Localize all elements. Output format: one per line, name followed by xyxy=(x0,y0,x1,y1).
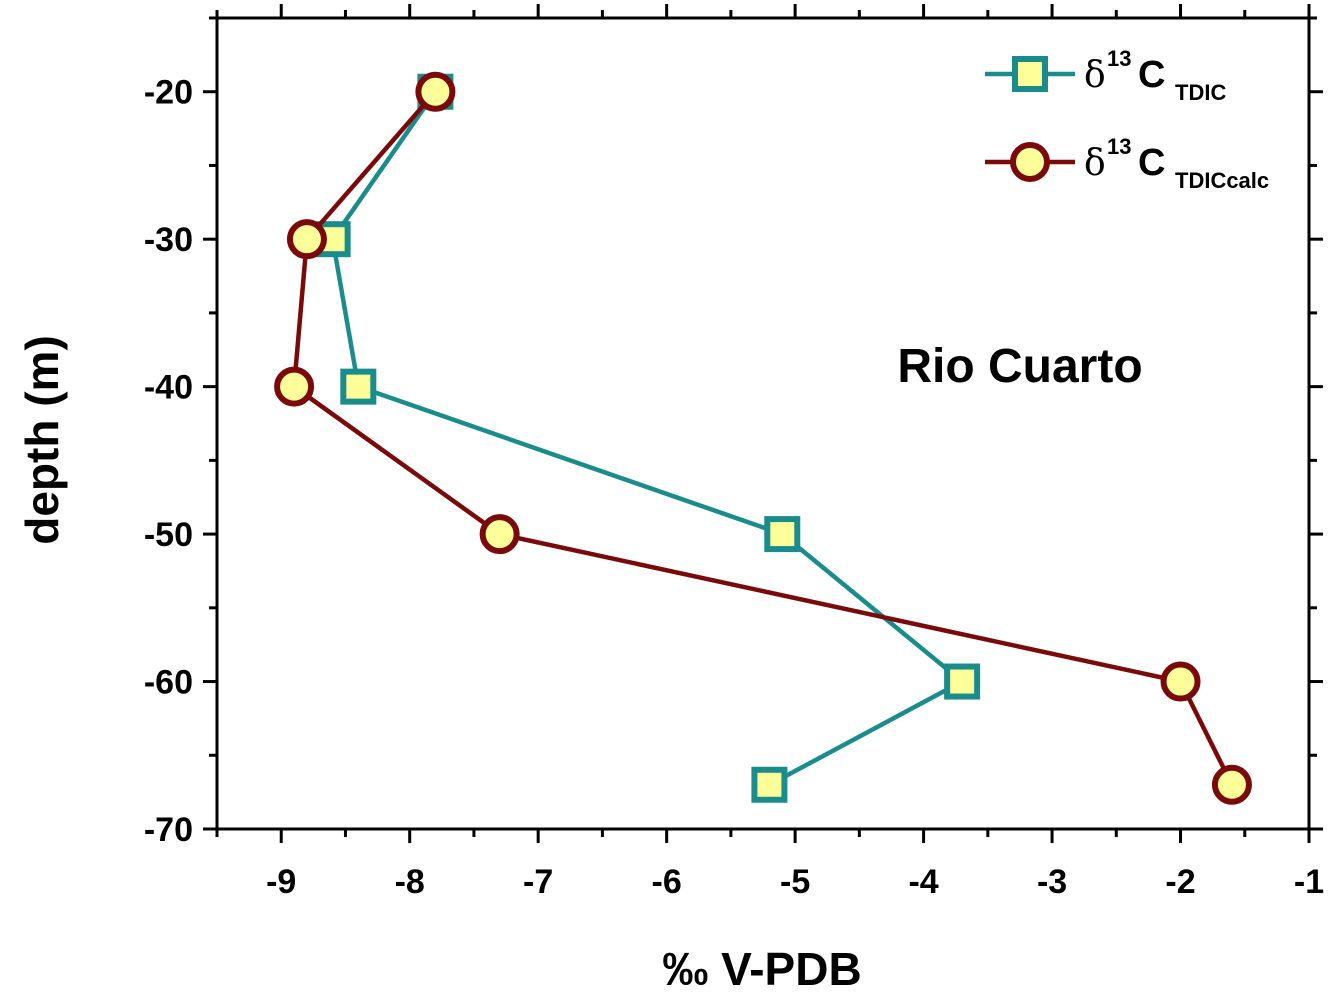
y-tick-label: -60 xyxy=(144,664,193,702)
square-marker xyxy=(340,368,377,405)
circle-marker xyxy=(274,366,315,407)
circle-marker xyxy=(415,71,456,112)
y-tick-label: -50 xyxy=(144,516,193,554)
site-annotation: Rio Cuarto xyxy=(897,340,1142,393)
series-line-0 xyxy=(330,90,965,787)
legend-label: C xyxy=(1138,54,1165,96)
x-tick-label: -5 xyxy=(780,863,810,901)
y-tick-label: -40 xyxy=(144,369,193,407)
y-tick-label: -20 xyxy=(144,74,193,112)
x-axis-title: ‰ V-PDB xyxy=(662,943,861,992)
y-tick-label: -30 xyxy=(144,221,193,259)
x-tick-label: -8 xyxy=(395,863,425,901)
square-marker xyxy=(764,516,801,553)
circle-marker xyxy=(1211,764,1252,805)
legend-delta: δ xyxy=(1084,143,1106,184)
x-tick-label: -4 xyxy=(908,863,938,901)
legend-superscript: 13 xyxy=(1107,134,1131,159)
x-tick-label: -1 xyxy=(1294,863,1324,901)
x-tick-label: -6 xyxy=(652,863,682,901)
x-tick-label: -9 xyxy=(266,863,296,901)
y-axis-title: depth (m) xyxy=(16,335,68,545)
circle-marker xyxy=(479,514,520,555)
legend-delta: δ xyxy=(1084,55,1106,96)
legend-superscript: 13 xyxy=(1107,46,1131,71)
square-marker xyxy=(944,663,981,700)
legend-square-marker xyxy=(1012,56,1048,92)
legend-subscript: TDICcalc xyxy=(1175,168,1269,193)
axes-layer: -9 -8 -7 -6 -5 -4 -3 -2 -1 -20 -30 -40 -50 -60 -70 xyxy=(144,4,1324,901)
series-layer xyxy=(274,71,1252,805)
circle-marker xyxy=(1160,661,1201,702)
legend-circle-marker xyxy=(1010,142,1050,182)
y-tick-label: -70 xyxy=(144,811,193,849)
circle-marker xyxy=(286,219,327,260)
x-tick-label: -3 xyxy=(1037,863,1067,901)
series-line-1 xyxy=(291,90,1234,786)
legend-label: C xyxy=(1138,142,1165,184)
square-marker xyxy=(751,766,788,803)
plot-frame xyxy=(215,16,1311,831)
legend-subscript: TDIC xyxy=(1175,80,1226,105)
x-tick-label: -7 xyxy=(523,863,553,901)
x-tick-label: -2 xyxy=(1165,863,1195,901)
